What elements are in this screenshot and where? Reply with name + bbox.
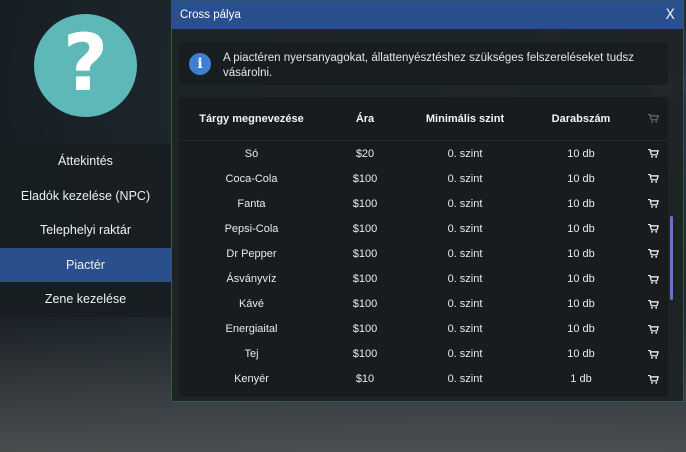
cell-min-level: 0. szint [447, 298, 483, 311]
cell-min-level: 0. szint [447, 197, 483, 210]
market-table: Tárgy megnevezése Ára Minimális szint Da… [179, 97, 668, 397]
info-box: i A piactéren nyersanyagokat, állattenyé… [179, 42, 668, 85]
cell-price: $100 [352, 273, 378, 286]
cart-icon[interactable] [647, 199, 659, 208]
cell-item-name: Só [244, 147, 259, 160]
table-row: Energiaital $100 0. szint 10 db [179, 317, 668, 342]
cell-min-level: 0. szint [447, 222, 483, 235]
sidebar-item[interactable]: Eladók kezelése (NPC) [20, 188, 151, 203]
scrollbar-thumb[interactable] [670, 216, 673, 300]
cell-quantity: 10 db [567, 197, 595, 210]
sidebar: Áttekintés Eladók kezelése (NPC) Telephely… [0, 144, 171, 317]
header-item-name: Tárgy megnevezése [199, 112, 304, 125]
cart-icon[interactable] [647, 149, 659, 158]
buy-button[interactable] [638, 374, 668, 384]
cart-icon [647, 114, 659, 123]
cell-price: $100 [352, 247, 378, 260]
cell-item-name: Kávé [238, 298, 265, 311]
table-row: Kenyér $10 0. szint 1 db [179, 367, 668, 392]
cell-min-level: 0. szint [447, 273, 483, 286]
buy-button[interactable] [638, 299, 668, 309]
cell-quantity: 1 db [570, 373, 592, 386]
buy-button[interactable] [638, 274, 668, 284]
question-mark-icon: ? [62, 18, 109, 109]
header-cart-cell [638, 114, 668, 123]
table-row: Fanta $100 0. szint 10 db [179, 191, 668, 216]
cart-icon[interactable] [647, 374, 659, 384]
sidebar-item[interactable]: Zene kezelése [44, 292, 127, 307]
cart-icon[interactable] [647, 224, 659, 234]
cell-quantity: 10 db [567, 222, 595, 235]
cell-item-name: Energiaital [225, 323, 278, 336]
cell-min-level: 0. szint [447, 323, 483, 336]
sidebar-item[interactable]: Áttekintés [58, 154, 113, 169]
cell-item-name: Fanta [237, 197, 266, 210]
cell-quantity: 10 db [567, 247, 595, 260]
table-row: Pepsi-Cola $100 0. szint 10 db [179, 216, 668, 241]
cell-price: $100 [352, 298, 378, 311]
cart-icon[interactable] [647, 299, 659, 309]
cell-min-level: 0. szint [447, 172, 483, 185]
cell-price: $100 [352, 172, 378, 185]
cell-price: $100 [352, 323, 378, 336]
cell-item-name: Kenyér [234, 373, 269, 386]
buy-button[interactable] [638, 249, 668, 259]
buy-button[interactable] [638, 224, 668, 234]
buy-button[interactable] [638, 324, 668, 334]
sidebar-item[interactable]: Telephelyi raktár [39, 223, 131, 238]
window-title: Cross pálya [180, 9, 241, 21]
cell-quantity: 10 db [567, 273, 595, 286]
header-min-level: Minimális szint [425, 112, 505, 125]
table-row: Dr Pepper $100 0. szint 10 db [179, 241, 668, 266]
window-titlebar: Cross pálya X [172, 1, 683, 29]
cell-quantity: 10 db [567, 172, 595, 185]
header-quantity: Darabszám [551, 112, 611, 125]
buy-button[interactable] [638, 174, 668, 183]
avatar: ? [34, 14, 137, 117]
cell-item-name: Dr Pepper [226, 247, 277, 260]
table-row: Ásványvíz $100 0. szint 10 db [179, 266, 668, 291]
cell-item-name: Coca-Cola [225, 172, 278, 185]
close-button[interactable]: X [665, 7, 675, 23]
cell-item-name: Tej [244, 348, 259, 361]
header-price: Ára [355, 112, 375, 125]
cell-price: $10 [355, 373, 375, 386]
info-text: A piactéren nyersanyagokat, állattenyész… [223, 52, 635, 79]
buy-button[interactable] [638, 149, 668, 158]
table-row: Kávé $100 0. szint 10 db [179, 292, 668, 317]
cell-price: $100 [352, 197, 378, 210]
scrollbar-track[interactable] [670, 97, 674, 397]
cart-icon[interactable] [647, 349, 659, 359]
cell-quantity: 10 db [567, 348, 595, 361]
info-icon: i [189, 53, 211, 75]
cart-icon[interactable] [647, 249, 659, 259]
buy-button[interactable] [638, 349, 668, 359]
cell-item-name: Pepsi-Cola [224, 222, 279, 235]
market-window: Cross pálya X i A piactéren nyersanyagok… [171, 0, 684, 402]
cell-min-level: 0. szint [447, 247, 483, 260]
cart-icon[interactable] [647, 324, 659, 334]
table-row: Coca-Cola $100 0. szint 10 db [179, 166, 668, 191]
cell-min-level: 0. szint [447, 348, 483, 361]
cart-icon[interactable] [647, 174, 659, 183]
cell-quantity: 10 db [567, 298, 595, 311]
cell-price: $100 [352, 222, 378, 235]
cell-min-level: 0. szint [447, 373, 483, 386]
cell-quantity: 10 db [567, 147, 595, 160]
cell-min-level: 0. szint [447, 147, 483, 160]
table-row: Só $20 0. szint 10 db [179, 141, 668, 166]
table-body: Só $20 0. szint 10 db Coca-Cola $100 0. szint 1… [179, 141, 668, 392]
cell-quantity: 10 db [567, 323, 595, 336]
cell-price: $20 [355, 147, 375, 160]
cart-icon[interactable] [647, 274, 659, 284]
buy-button[interactable] [638, 199, 668, 208]
cell-price: $100 [352, 348, 378, 361]
table-header: Tárgy megnevezése Ára Minimális szint Da… [179, 97, 668, 141]
table-row: Tej $100 0. szint 10 db [179, 342, 668, 367]
sidebar-item[interactable]: Piactér [0, 247, 171, 282]
cell-item-name: Ásványvíz [226, 273, 277, 286]
